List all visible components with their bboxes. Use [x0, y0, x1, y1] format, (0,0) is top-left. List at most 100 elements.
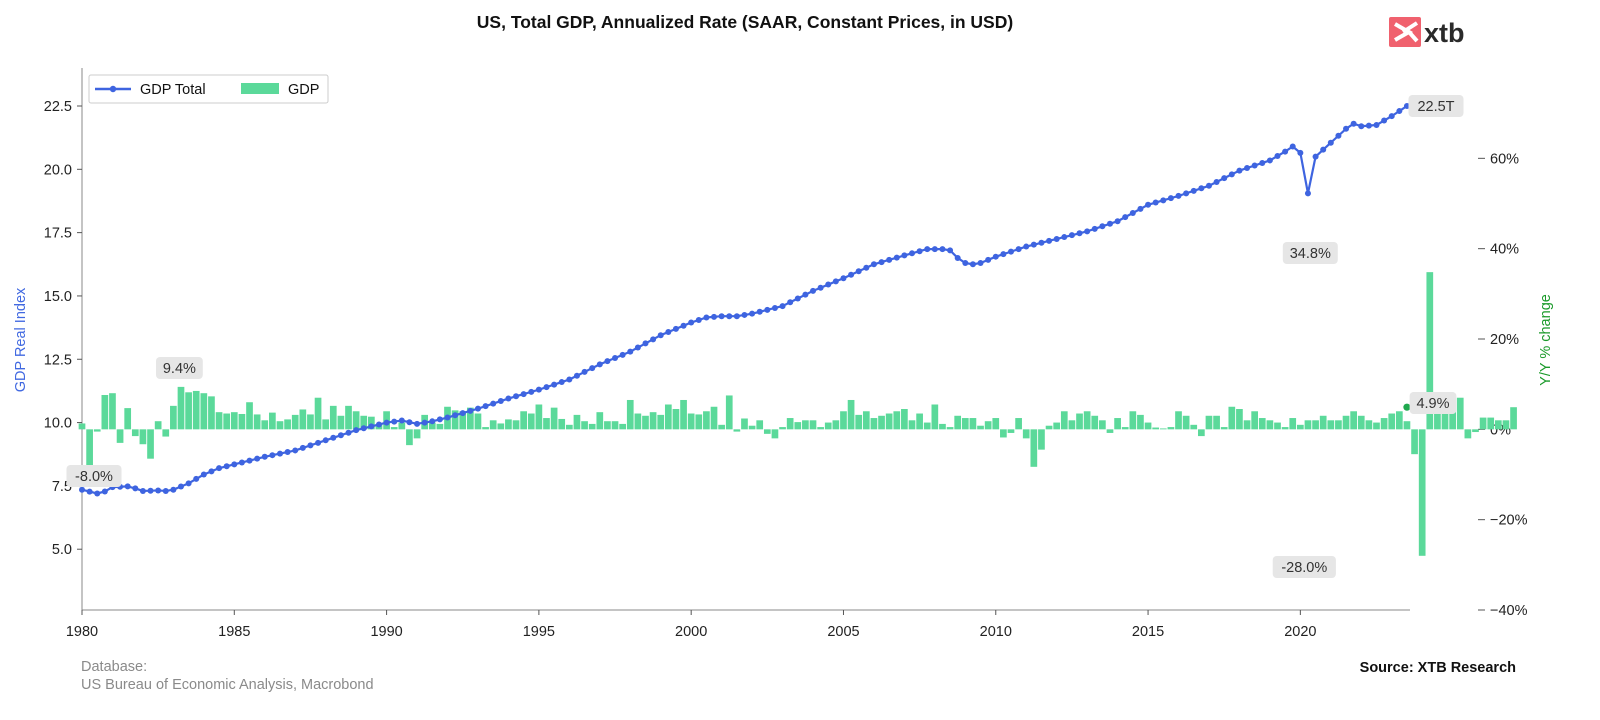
gdp-total-point	[787, 299, 794, 306]
gdp-bar	[93, 429, 101, 432]
gdp-total-point	[878, 259, 885, 266]
gdp-total-point	[1274, 153, 1281, 160]
gdp-total-point	[337, 432, 344, 439]
gdp-total-point	[756, 308, 763, 315]
gdp-total-point	[581, 368, 588, 375]
gdp-total-point	[345, 429, 352, 436]
gdp-total-point	[360, 425, 367, 432]
right-tick-label: 60%	[1490, 151, 1519, 167]
last-gdp-marker	[1403, 403, 1411, 411]
gdp-total-point	[969, 261, 976, 268]
gdp-bar	[581, 421, 588, 430]
gdp-bar	[200, 393, 208, 430]
gdp-total-point	[1213, 178, 1220, 185]
gdp-bar	[398, 422, 406, 430]
gdp-total-point	[429, 418, 436, 425]
gdp-bar	[1091, 415, 1099, 430]
gdp-bar	[786, 418, 794, 430]
gdp-bar	[1357, 415, 1365, 430]
gdp-total-point	[1183, 190, 1190, 197]
gdp-total-point	[276, 450, 283, 457]
gdp-total-point	[467, 407, 474, 414]
gdp-total-point	[1388, 113, 1395, 120]
gdp-bar	[520, 411, 527, 430]
gdp-total-point	[223, 463, 230, 470]
gdp-total-point	[916, 248, 923, 255]
gdp-total-point	[398, 417, 405, 424]
gdp-total-point	[200, 471, 207, 478]
gdp-bar	[1205, 415, 1213, 430]
gdp-bar	[1038, 429, 1045, 450]
gdp-bar	[139, 429, 147, 445]
gdp-total-point	[1198, 185, 1205, 192]
gdp-total-point	[1320, 146, 1327, 153]
gdp-total-point	[726, 313, 733, 320]
gdp-total-point	[368, 423, 375, 430]
gdp-total-point	[162, 487, 169, 494]
gdp-bar	[1068, 420, 1076, 430]
gdp-total-point	[733, 313, 740, 320]
gdp-total-point	[543, 384, 550, 391]
gdp-bar	[725, 395, 733, 430]
gdp-bar	[1114, 418, 1121, 430]
gdp-total-point	[1373, 121, 1380, 128]
gdp-total-point	[855, 268, 862, 275]
gdp-total-point	[764, 306, 771, 313]
gdp-total-point	[1053, 235, 1060, 242]
gdp-total-point	[185, 480, 192, 487]
gdp-total-point	[992, 253, 999, 260]
gdp-bar	[604, 421, 611, 430]
gdp-total-point	[1122, 214, 1129, 221]
gdp-total-point	[1228, 171, 1235, 178]
gdp-total-point	[421, 419, 428, 426]
left-axis-label: GDP Real Index	[13, 287, 29, 392]
gdp-bar	[116, 429, 124, 443]
gdp-total-point	[688, 319, 695, 326]
gdp-total-point	[627, 348, 634, 355]
gdp-bar	[596, 412, 604, 430]
gdp-total-point	[1076, 230, 1083, 237]
annotation-badge	[1272, 556, 1336, 578]
gdp-total-point	[1167, 195, 1174, 202]
gdp-total-point	[414, 420, 421, 427]
gdp-total-point	[261, 453, 268, 460]
chart-axes: 5.07.510.012.515.017.520.022.5−40%−20%0%…	[44, 68, 1528, 640]
gdp-total-point	[124, 483, 131, 490]
annotation-label: 22.5T	[1417, 99, 1454, 115]
legend-label-gdp-total: GDP Total	[140, 82, 206, 98]
gdp-total-point	[284, 449, 291, 456]
gdp-total-point	[1046, 237, 1053, 244]
gdp-bar	[855, 414, 863, 430]
gdp-bar	[984, 421, 992, 430]
gdp-bar	[223, 413, 231, 430]
gdp-bar	[649, 412, 657, 430]
gdp-bar	[1182, 415, 1190, 430]
gdp-total-point	[589, 365, 596, 372]
gdp-total-point	[1190, 187, 1197, 194]
gdp-total-point	[1023, 243, 1030, 250]
x-tick-label: 2015	[1132, 624, 1164, 640]
gdp-total-point	[634, 344, 641, 351]
gdp-bar	[368, 416, 375, 430]
gdp-total-point	[474, 405, 481, 412]
gdp-bar	[1213, 415, 1220, 430]
gdp-bar	[291, 414, 299, 430]
gdp-bar	[946, 427, 954, 430]
gdp-total-point	[1244, 165, 1251, 172]
gdp-total-point	[132, 485, 139, 492]
gdp-total-point	[208, 468, 215, 475]
gdp-total-point	[840, 275, 847, 282]
gdp-total-point	[665, 329, 672, 336]
gdp-bar	[1167, 427, 1175, 430]
gdp-bar	[307, 414, 314, 430]
gdp-bar	[1510, 407, 1517, 430]
gdp-bar	[1106, 429, 1114, 433]
gdp-total-point	[1137, 205, 1144, 212]
gdp-bar	[314, 397, 322, 430]
annotation-badge	[1282, 242, 1338, 264]
gdp-total-point	[619, 351, 626, 358]
gdp-bar	[512, 420, 520, 430]
gdp-bar	[428, 422, 436, 430]
gdp-bar	[436, 423, 444, 430]
gdp-total-point	[315, 439, 322, 446]
